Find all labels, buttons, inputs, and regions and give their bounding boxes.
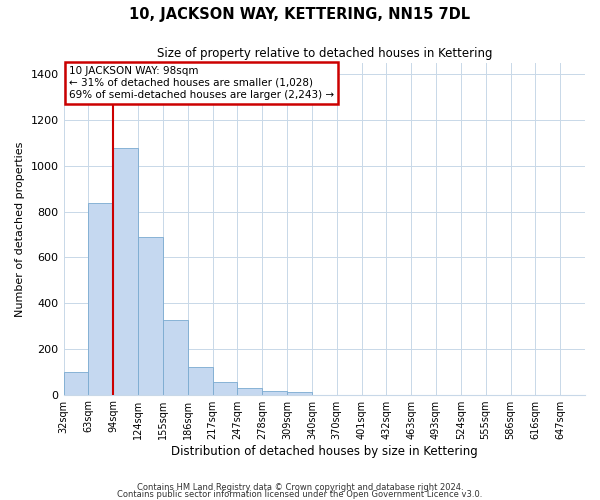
Bar [163,320,188,394]
Bar [88,202,113,394]
Text: Contains public sector information licensed under the Open Government Licence v3: Contains public sector information licen… [118,490,482,499]
Y-axis label: Number of detached properties: Number of detached properties [15,141,25,316]
Bar [138,237,163,394]
Bar [287,392,312,394]
Bar [188,367,212,394]
Title: Size of property relative to detached houses in Kettering: Size of property relative to detached ho… [157,48,492,60]
Bar [113,148,138,394]
Bar [238,388,262,394]
Bar [64,372,88,394]
Bar [212,382,238,394]
Text: Contains HM Land Registry data © Crown copyright and database right 2024.: Contains HM Land Registry data © Crown c… [137,484,463,492]
Bar [262,391,287,394]
Text: 10 JACKSON WAY: 98sqm
← 31% of detached houses are smaller (1,028)
69% of semi-d: 10 JACKSON WAY: 98sqm ← 31% of detached … [69,66,334,100]
Text: 10, JACKSON WAY, KETTERING, NN15 7DL: 10, JACKSON WAY, KETTERING, NN15 7DL [130,8,470,22]
X-axis label: Distribution of detached houses by size in Kettering: Distribution of detached houses by size … [171,444,478,458]
